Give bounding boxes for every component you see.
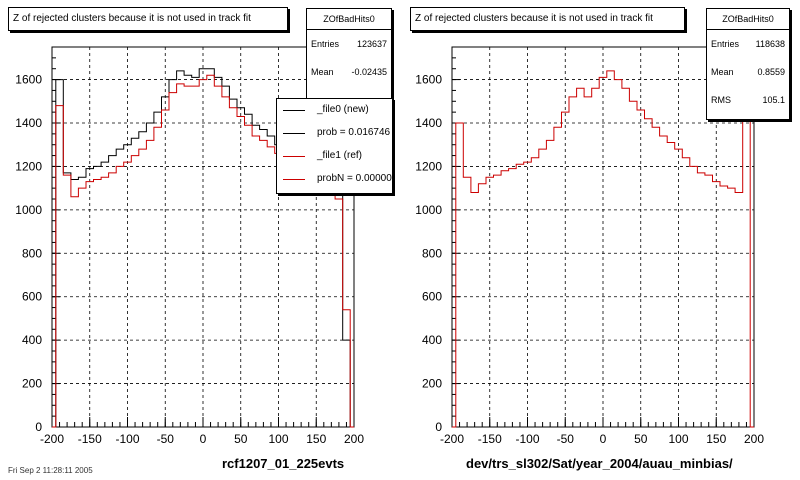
y-tick-label: 200 (422, 377, 442, 391)
x-tick-label: 0 (600, 432, 607, 446)
stats-value: 123637 (356, 39, 387, 49)
legend-swatch (283, 179, 305, 180)
footer-timestamp: Fri Sep 2 11:28:11 2005 (8, 466, 93, 475)
legend-label: _file1 (ref) (317, 150, 363, 161)
x-tick-label: 150 (706, 432, 726, 446)
legend-item: _file0 (new) (277, 99, 392, 122)
x-tick-label: 50 (234, 432, 248, 446)
y-tick-label: 0 (435, 420, 442, 434)
stats-label: Entries (711, 39, 740, 49)
x-axis-title-left: rcf1207_01_225evts (222, 456, 345, 471)
y-tick-label: 1200 (15, 159, 42, 173)
y-tick-label: 1000 (415, 203, 442, 217)
stats-label: RMS (711, 95, 731, 105)
stats-box-left: ZOfBadHits0 Entries 123637 Mean -0.02435 (306, 8, 392, 106)
legend-item: _file1 (ref) (277, 145, 392, 168)
legend-left: _file0 (new) prob = 0.016746 _file1 (ref… (276, 98, 393, 194)
legend-label: probN = 0.000000 (317, 173, 393, 184)
x-tick-label: 150 (306, 432, 326, 446)
stats-name: ZOfBadHits0 (307, 9, 391, 30)
stats-label: Mean (711, 67, 734, 77)
x-tick-label: 50 (634, 432, 648, 446)
stats-value: 0.8559 (757, 67, 785, 77)
legend-label: _file0 (new) (317, 104, 369, 115)
legend-swatch (283, 110, 305, 111)
y-tick-label: 1400 (15, 116, 42, 130)
x-tick-label: 100 (268, 432, 288, 446)
stats-row-entries: Entries 123637 (307, 30, 391, 58)
y-tick-label: 1600 (15, 73, 42, 87)
x-tick-label: -100 (515, 432, 539, 446)
stats-value: 118638 (755, 39, 785, 49)
stats-row-mean: Mean 0.8559 (707, 58, 789, 86)
x-tick-label: 0 (200, 432, 207, 446)
y-tick-label: 800 (22, 246, 42, 260)
stats-label: Mean (311, 67, 334, 77)
y-tick-label: 1200 (415, 159, 442, 173)
stats-row-mean: Mean -0.02435 (307, 58, 391, 86)
legend-swatch (283, 156, 305, 157)
plot-frame (451, 46, 755, 428)
y-tick-label: 600 (422, 290, 442, 304)
y-tick-label: 600 (22, 290, 42, 304)
stats-row-entries: Entries 118638 (707, 30, 789, 58)
y-tick-label: 1600 (415, 73, 442, 87)
legend-item: prob = 0.016746 (277, 122, 392, 145)
stats-value: -0.02435 (351, 67, 387, 77)
x-tick-label: -150 (78, 432, 102, 446)
stats-label: Entries (311, 39, 340, 49)
series-line (452, 70, 754, 428)
x-tick-label: -50 (157, 432, 175, 446)
x-tick-label: 200 (344, 432, 364, 446)
y-tick-label: 1400 (415, 116, 442, 130)
stats-name: ZOfBadHits0 (707, 9, 789, 30)
x-tick-label: -200 (40, 432, 64, 446)
x-axis-title-right: dev/trs_sl302/Sat/year_2004/auau_minbias… (466, 456, 733, 471)
x-tick-label: 100 (668, 432, 688, 446)
x-tick-label: 200 (744, 432, 764, 446)
y-tick-label: 0 (35, 420, 42, 434)
y-tick-label: 400 (22, 333, 42, 347)
chart-title-right: Z of rejected clusters because it is not… (410, 7, 685, 31)
legend-label: prob = 0.016746 (317, 127, 391, 138)
y-tick-label: 1000 (15, 203, 42, 217)
stats-value: 105.1 (762, 95, 785, 105)
legend-swatch (283, 133, 305, 134)
stats-box-right: ZOfBadHits0 Entries 118638 Mean 0.8559 R… (706, 8, 790, 120)
legend-item: probN = 0.000000 (277, 168, 392, 191)
stats-row-rms: RMS 105.1 (707, 86, 789, 114)
y-tick-label: 800 (422, 246, 442, 260)
x-tick-label: -150 (478, 432, 502, 446)
y-tick-label: 400 (422, 333, 442, 347)
x-tick-label: -200 (440, 432, 464, 446)
chart-title-left: Z of rejected clusters because it is not… (8, 7, 288, 31)
y-tick-label: 200 (22, 377, 42, 391)
x-tick-label: -100 (115, 432, 139, 446)
x-tick-label: -50 (557, 432, 575, 446)
